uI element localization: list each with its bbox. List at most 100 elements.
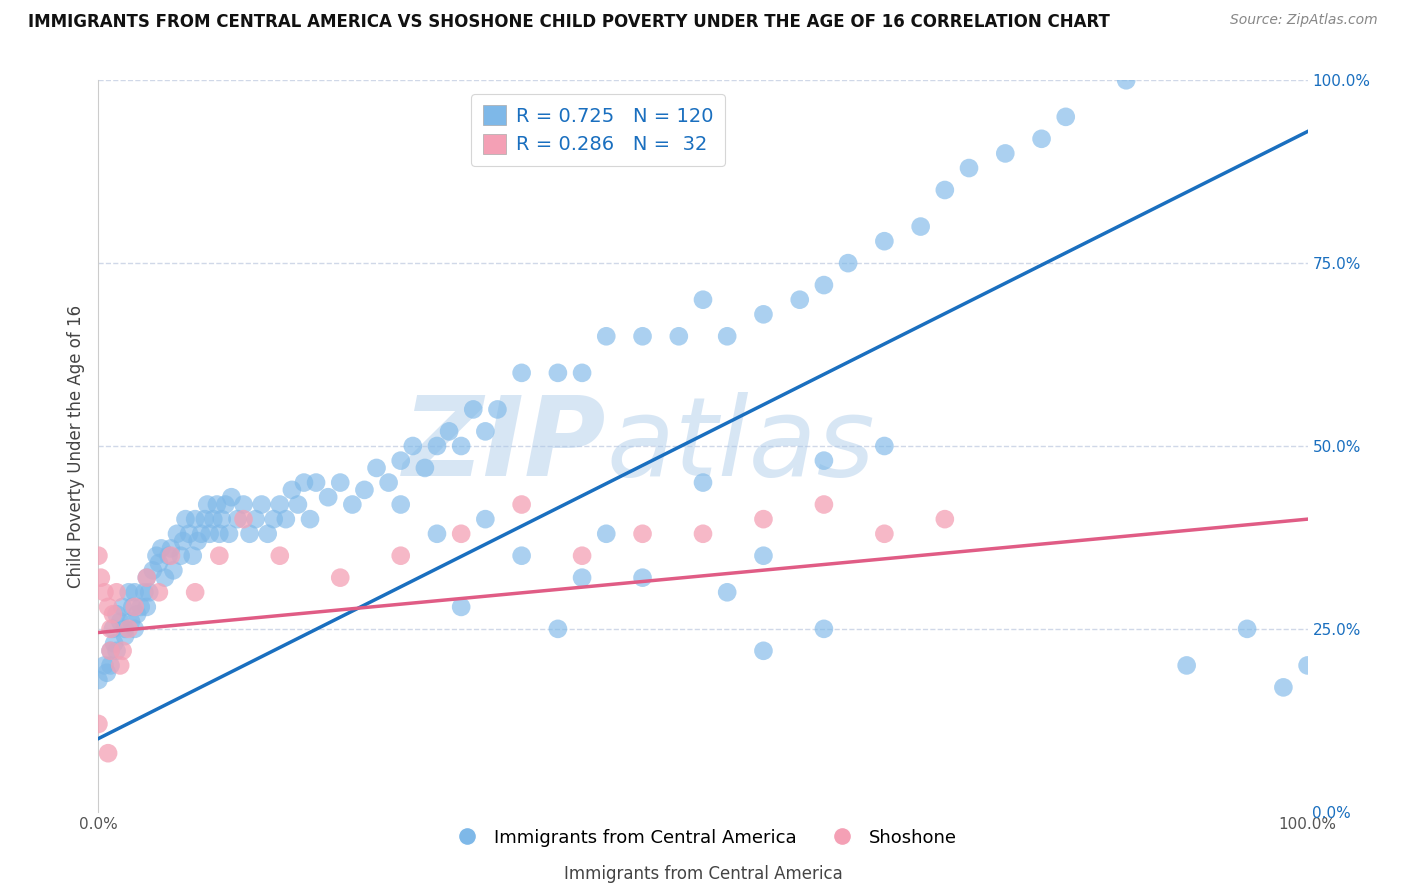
Point	[910, 219, 932, 234]
Point	[450, 526, 472, 541]
Point	[873, 234, 896, 248]
Point	[121, 599, 143, 614]
Point	[111, 599, 134, 614]
Point	[96, 665, 118, 680]
Point	[148, 556, 170, 570]
Point	[97, 599, 120, 614]
Point	[93, 585, 115, 599]
Point	[100, 644, 122, 658]
Point	[1272, 681, 1295, 695]
Point	[873, 439, 896, 453]
Point	[232, 498, 254, 512]
Point	[957, 161, 980, 175]
Point	[218, 526, 240, 541]
Point	[232, 512, 254, 526]
Point	[510, 498, 533, 512]
Point	[160, 549, 183, 563]
Point	[437, 425, 460, 439]
Point	[205, 498, 228, 512]
Point	[214, 498, 236, 512]
Point	[162, 563, 184, 577]
Point	[595, 329, 617, 343]
Point	[172, 534, 194, 549]
Point	[281, 483, 304, 497]
Point	[571, 549, 593, 563]
Point	[166, 526, 188, 541]
Point	[118, 585, 141, 599]
Point	[752, 644, 775, 658]
Point	[202, 512, 225, 526]
Point	[174, 512, 197, 526]
Point	[837, 256, 859, 270]
Point	[208, 549, 231, 563]
Point	[274, 512, 297, 526]
Point	[135, 599, 157, 614]
Point	[160, 541, 183, 556]
Point	[329, 475, 352, 490]
Point	[413, 461, 436, 475]
Point	[329, 571, 352, 585]
Point	[100, 644, 122, 658]
Point	[114, 622, 136, 636]
Point	[426, 439, 449, 453]
Point	[305, 475, 328, 490]
Point	[571, 571, 593, 585]
Point	[402, 439, 425, 453]
Point	[127, 607, 149, 622]
Point	[211, 512, 233, 526]
Point	[103, 636, 125, 650]
Point	[631, 329, 654, 343]
Point	[571, 366, 593, 380]
Point	[129, 599, 152, 614]
Point	[813, 453, 835, 467]
Point	[366, 461, 388, 475]
Point	[934, 512, 956, 526]
Point	[752, 512, 775, 526]
Point	[145, 549, 167, 563]
Point	[87, 549, 110, 563]
Point	[342, 498, 364, 512]
Point	[934, 183, 956, 197]
Text: Source: ZipAtlas.com: Source: ZipAtlas.com	[1230, 13, 1378, 28]
Point	[752, 307, 775, 321]
Point	[299, 512, 322, 526]
Point	[692, 475, 714, 490]
Point	[105, 607, 128, 622]
Point	[97, 746, 120, 760]
Point	[510, 549, 533, 563]
Point	[124, 622, 146, 636]
Legend: Immigrants from Central America, Shoshone: Immigrants from Central America, Shoshon…	[441, 822, 965, 854]
Point	[716, 585, 738, 599]
Point	[105, 644, 128, 658]
Point	[153, 571, 176, 585]
Point	[426, 526, 449, 541]
Point	[100, 622, 122, 636]
Point	[389, 453, 412, 467]
Point	[316, 490, 339, 504]
Point	[692, 293, 714, 307]
Point	[1054, 110, 1077, 124]
Point	[105, 585, 128, 599]
Point	[138, 585, 160, 599]
Point	[150, 541, 173, 556]
Point	[474, 512, 496, 526]
Point	[1031, 132, 1053, 146]
Point	[474, 425, 496, 439]
Point	[93, 658, 115, 673]
Point	[226, 512, 249, 526]
Point	[1296, 658, 1319, 673]
Point	[101, 622, 124, 636]
Point	[111, 644, 134, 658]
Y-axis label: Child Poverty Under the Age of 16: Child Poverty Under the Age of 16	[66, 304, 84, 588]
Point	[752, 549, 775, 563]
Point	[813, 278, 835, 293]
Point	[716, 329, 738, 343]
Point	[118, 622, 141, 636]
Point	[169, 549, 191, 563]
Point	[135, 571, 157, 585]
Point	[1115, 73, 1137, 87]
Point	[269, 498, 291, 512]
Point	[135, 571, 157, 585]
Point	[269, 549, 291, 563]
Point	[101, 607, 124, 622]
